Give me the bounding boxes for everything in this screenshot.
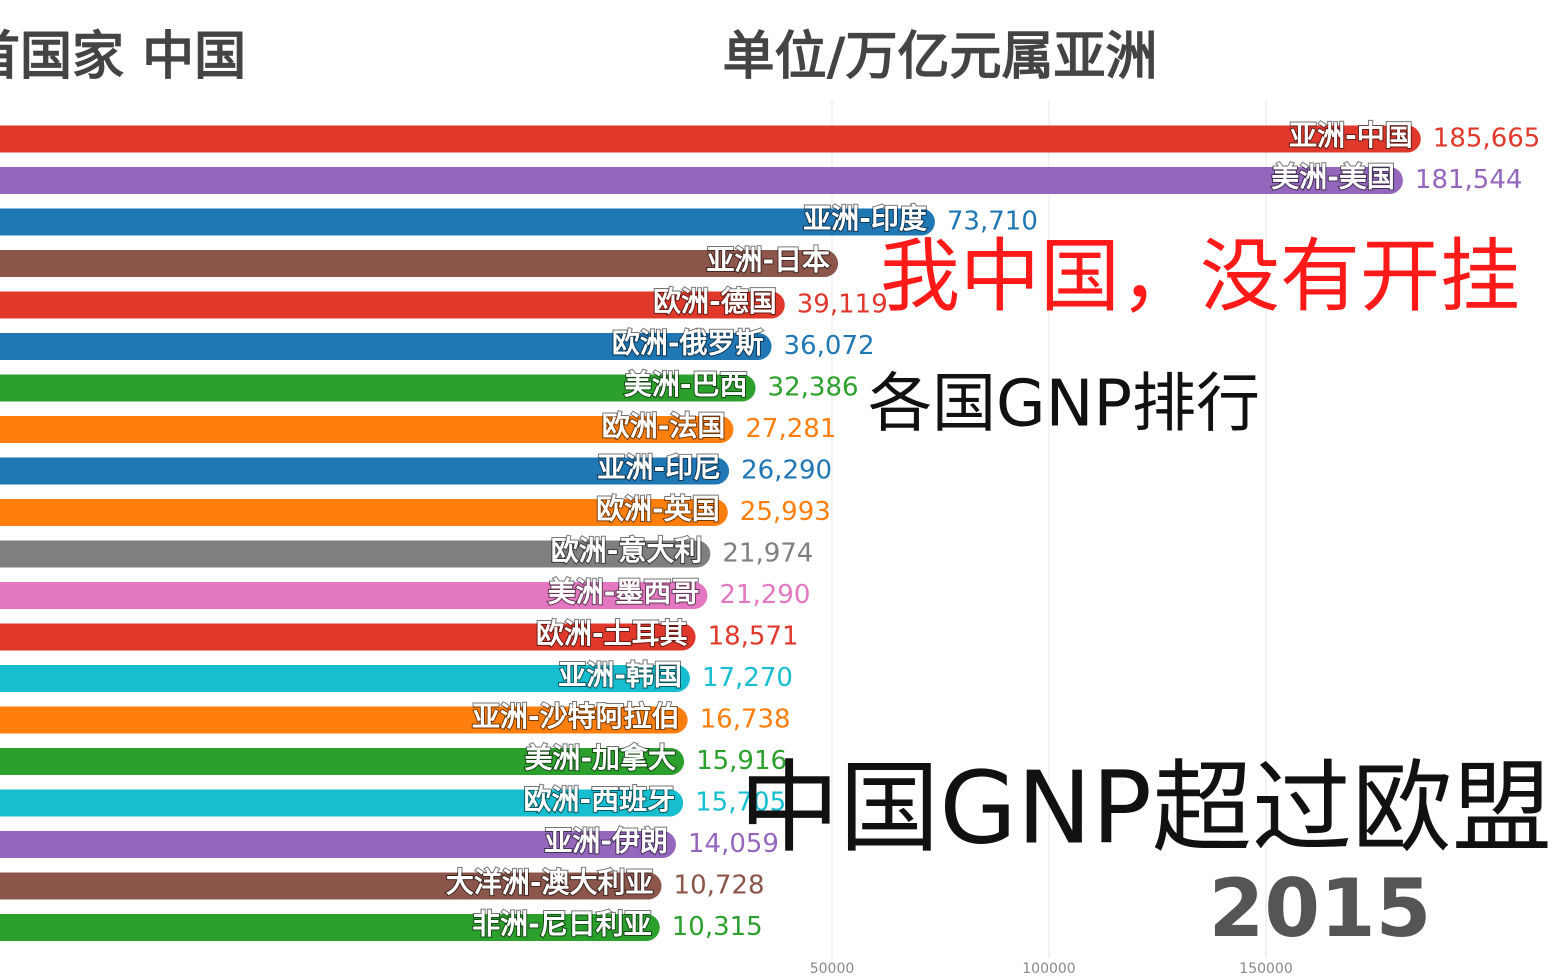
value-label: 15,705 — [695, 788, 786, 818]
bar — [0, 333, 772, 360]
value-label: 10,315 — [672, 912, 763, 942]
bar — [0, 540, 711, 568]
subtitle: 首国家 中国 — [0, 27, 246, 87]
bar — [0, 789, 684, 817]
bar — [0, 831, 677, 858]
value-label: 10,728 — [674, 871, 765, 901]
value-label: 17,270 — [702, 663, 793, 693]
bar — [0, 499, 728, 526]
value-label: 25,993 — [740, 497, 831, 527]
bar — [0, 582, 708, 609]
bar-label: 美洲-墨西哥 — [548, 576, 700, 609]
bar-label: 欧洲-意大利 — [551, 534, 703, 567]
bar-label: 大洋洲-澳大利亚 — [446, 866, 654, 899]
value-label: 18,571 — [708, 622, 799, 652]
bar-label: 亚洲-沙特阿拉伯 — [472, 700, 680, 733]
bar-label: 非洲-尼日利亚 — [472, 908, 652, 941]
year-label: 2015 — [1209, 862, 1432, 955]
value-label: 185,665 — [1433, 124, 1541, 154]
value-label: 39,119 — [797, 290, 888, 320]
annotation: 中国GNP超过欧盟 — [739, 749, 1552, 866]
bar — [0, 665, 690, 692]
bar-label: 欧洲-德国 — [653, 285, 777, 318]
bar — [0, 706, 688, 734]
x-tick-label: 100000 — [1022, 961, 1075, 977]
bar — [0, 125, 1421, 153]
x-tick-label: 150000 — [1239, 961, 1292, 977]
value-label: 16,738 — [700, 705, 791, 735]
bar-label: 美洲-巴西 — [624, 368, 748, 401]
bar — [0, 374, 756, 402]
value-label: 14,059 — [688, 829, 779, 859]
value-label: 73,710 — [947, 207, 1038, 237]
value-label: 15,916 — [696, 746, 787, 776]
bar — [0, 914, 660, 941]
bar — [0, 457, 730, 485]
bar — [0, 208, 935, 236]
bar-label: 亚洲-中国 — [1289, 119, 1413, 152]
value-label: 27,281 — [745, 414, 836, 444]
chart-title: 单位/万亿元属亚洲 — [723, 27, 1158, 87]
bar — [0, 167, 1403, 194]
value-label: 36,072 — [784, 331, 875, 361]
bar — [0, 291, 785, 319]
value-label: 26,290 — [741, 456, 832, 486]
grid: 50000 100000 150000 — [810, 100, 1293, 977]
bar-label: 美洲-加拿大 — [524, 742, 676, 775]
bar-label: 亚洲-伊朗 — [544, 825, 668, 858]
value-label: 21,974 — [722, 539, 813, 569]
value-label: 32,386 — [768, 373, 859, 403]
bar-label: 欧洲-土耳其 — [536, 617, 688, 650]
bar-label: 欧洲-英国 — [596, 493, 720, 526]
bar-label: 欧洲-俄罗斯 — [612, 327, 764, 360]
value-label: 181,544 — [1415, 165, 1523, 195]
bar — [0, 250, 839, 277]
bar — [0, 748, 685, 775]
bar-label: 美洲-美国 — [1271, 161, 1395, 194]
bar-label: 亚洲-日本 — [706, 244, 830, 277]
bar-label: 亚洲-韩国 — [558, 659, 682, 692]
annotation: 我中国，没有开挂 — [880, 230, 1520, 323]
bar-label: 亚洲-印尼 — [597, 451, 721, 484]
bar-label: 欧洲-西班牙 — [524, 783, 676, 816]
annotation: 各国GNP排行 — [868, 368, 1260, 442]
bar-label: 欧洲-法国 — [602, 410, 726, 443]
bar — [0, 872, 662, 900]
bar-label: 亚洲-印度 — [803, 202, 927, 235]
bar — [0, 623, 696, 651]
value-label: 21,290 — [719, 580, 810, 610]
bar — [0, 416, 734, 443]
bars: 亚洲-中国 185,665 美洲-美国 181,544 亚洲-印度 73,710 亚洲-日本… — [0, 118, 1541, 942]
x-tick-label: 50000 — [810, 961, 855, 977]
